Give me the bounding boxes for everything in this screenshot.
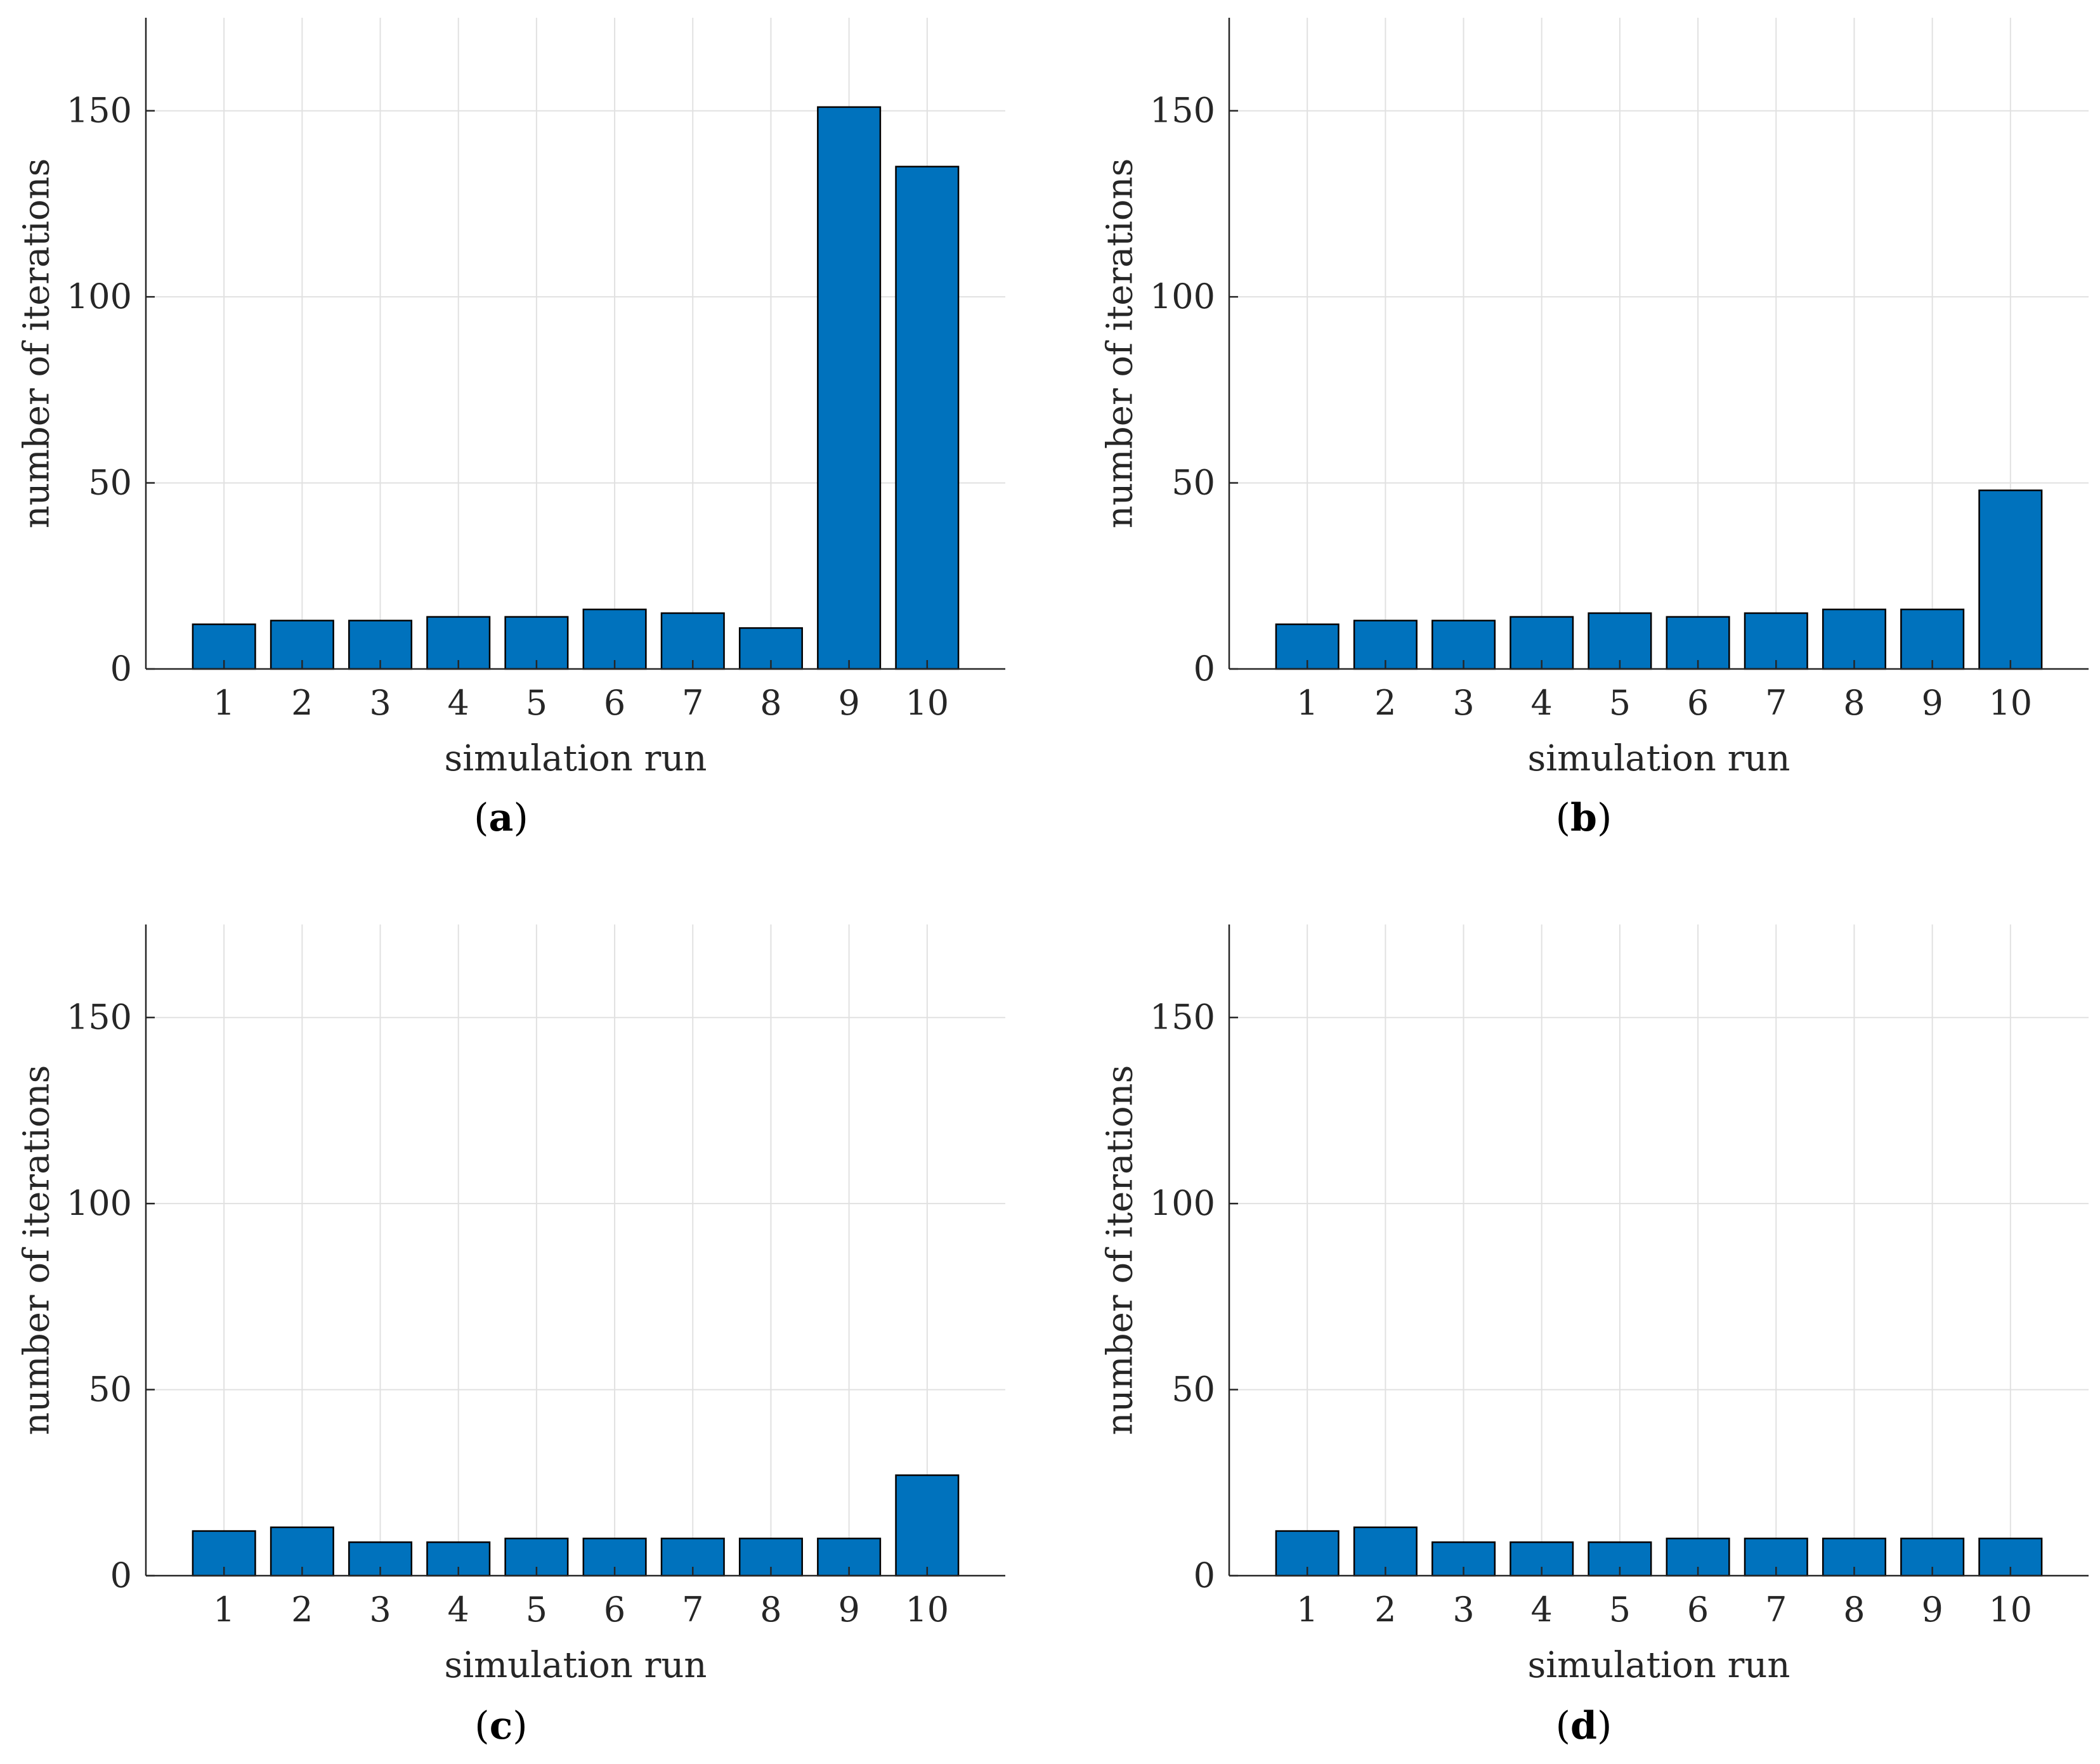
panel-caption: (c) — [474, 1704, 527, 1748]
y-tick-label: 150 — [67, 997, 132, 1037]
bar-run-6 — [582, 608, 647, 670]
y-tick-label: 100 — [1150, 1183, 1215, 1223]
x-tick-label: 4 — [448, 683, 469, 723]
x-tick-label: 10 — [1988, 1590, 2032, 1630]
bar-run-10 — [895, 1474, 960, 1577]
x-tick-label: 3 — [369, 683, 391, 723]
x-tick-label: 10 — [905, 683, 949, 723]
y-tick-label: 150 — [67, 91, 132, 131]
y-tick-label: 50 — [1171, 463, 1215, 503]
chart-panel-a: 0 50 100 150 1 2 3 4 5 6 7 8 9 10 simulation run number… — [16, 18, 1005, 840]
bar-run-9 — [817, 106, 882, 670]
x-tick-label: 7 — [1765, 683, 1787, 723]
panel-caption: (a) — [474, 796, 528, 840]
x-tick-label: 5 — [526, 1590, 547, 1630]
x-tick-label: 8 — [760, 1590, 781, 1630]
x-tick-label: 1 — [213, 1590, 235, 1630]
x-tick-label: 8 — [1843, 683, 1865, 723]
y-tick-label: 0 — [1194, 649, 1215, 689]
panel-caption: (d) — [1556, 1704, 1612, 1748]
chart-panel-d: 0 50 100 150 1 2 3 4 5 6 7 8 9 10 simulation run number… — [1100, 924, 2089, 1748]
y-axis-label: number of iterations — [16, 159, 58, 529]
x-tick-label: 6 — [1687, 683, 1709, 723]
y-tick-label: 50 — [88, 463, 132, 503]
bar-run-10 — [1978, 490, 2043, 670]
x-tick-label: 10 — [905, 1590, 949, 1630]
x-tick-label: 2 — [291, 1590, 313, 1630]
y-tick-label: 100 — [67, 1183, 132, 1223]
chart-panel-c: 0 50 100 150 1 2 3 4 5 6 7 8 9 10 simulation run number… — [16, 924, 1005, 1748]
y-tick-label: 150 — [1150, 91, 1215, 131]
x-axis-label: simulation run — [1527, 738, 1790, 779]
x-tick-label: 2 — [1374, 683, 1396, 723]
x-tick-label: 8 — [760, 683, 781, 723]
bar-run-10 — [895, 165, 960, 670]
x-tick-label: 3 — [1452, 683, 1474, 723]
y-tick-label: 0 — [1194, 1555, 1215, 1595]
x-tick-label: 4 — [1531, 1590, 1553, 1630]
x-axis-label: simulation run — [444, 1645, 707, 1686]
y-tick-label: 0 — [110, 649, 132, 689]
x-tick-label: 7 — [1765, 1590, 1787, 1630]
x-tick-label: 9 — [838, 1590, 859, 1630]
x-tick-label: 1 — [213, 683, 235, 723]
y-axis-label: number of iterations — [1100, 1065, 1141, 1436]
y-axis-label: number of iterations — [1100, 159, 1141, 529]
x-tick-label: 6 — [1687, 1590, 1709, 1630]
x-tick-label: 10 — [1988, 683, 2032, 723]
x-tick-label: 3 — [1452, 1590, 1474, 1630]
y-tick-label: 100 — [67, 276, 132, 316]
x-tick-label: 2 — [1374, 1590, 1396, 1630]
chart-panel-b: 0 50 100 150 1 2 3 4 5 6 7 8 9 10 simulation run number… — [1100, 18, 2089, 840]
y-tick-label: 50 — [88, 1370, 132, 1410]
bar-run-5 — [1588, 1541, 1652, 1577]
x-tick-label: 9 — [1921, 683, 1943, 723]
y-tick-label: 100 — [1150, 276, 1215, 316]
x-axis-label: simulation run — [1527, 1645, 1790, 1686]
x-tick-label: 9 — [1921, 1590, 1943, 1630]
x-tick-label: 8 — [1843, 1590, 1865, 1630]
bar-run-7 — [660, 612, 725, 670]
x-tick-label: 1 — [1296, 683, 1318, 723]
x-tick-label: 7 — [682, 683, 703, 723]
x-tick-label: 7 — [682, 1590, 703, 1630]
bar-run-5 — [1588, 612, 1652, 670]
x-tick-label: 4 — [1531, 683, 1553, 723]
x-tick-label: 5 — [1609, 683, 1631, 723]
x-tick-label: 3 — [369, 1590, 391, 1630]
x-tick-label: 5 — [526, 683, 547, 723]
y-tick-label: 150 — [1150, 997, 1215, 1037]
x-tick-label: 9 — [838, 683, 859, 723]
y-axis-label: number of iterations — [16, 1065, 58, 1436]
x-tick-label: 6 — [604, 683, 625, 723]
y-tick-label: 50 — [1171, 1370, 1215, 1410]
x-tick-label: 5 — [1609, 1590, 1631, 1630]
x-axis-label: simulation run — [444, 738, 707, 779]
x-tick-label: 1 — [1296, 1590, 1318, 1630]
bar-run-9 — [1900, 608, 1965, 670]
x-tick-label: 6 — [604, 1590, 625, 1630]
bar-run-8 — [1822, 608, 1886, 670]
y-tick-label: 0 — [110, 1555, 132, 1595]
x-tick-label: 2 — [291, 683, 313, 723]
x-tick-label: 4 — [448, 1590, 469, 1630]
panel-caption: (b) — [1556, 796, 1612, 840]
